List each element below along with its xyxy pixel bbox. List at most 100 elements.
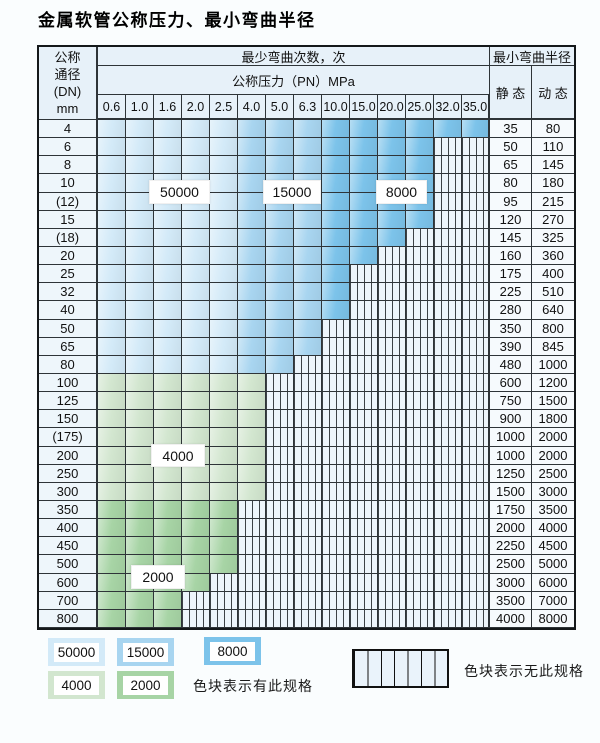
- cycle-cell-no-spec: [322, 573, 350, 592]
- cycle-cell-colored: [210, 373, 238, 393]
- cycle-cell-no-spec: [462, 228, 490, 247]
- cycle-cell-colored: [406, 120, 434, 139]
- dynamic-radius-cell: 1200: [532, 373, 574, 393]
- cycle-cell-colored: [154, 246, 182, 266]
- dynamic-radius-cell: 145: [532, 156, 574, 175]
- min-bend-radius-header: 最小弯曲半径: [490, 47, 574, 66]
- cycle-cell-no-spec: [294, 428, 322, 447]
- cycle-cell-no-spec: [378, 337, 406, 356]
- dn-cell: 200: [39, 446, 98, 465]
- zone-label-15000: 15000: [263, 180, 321, 204]
- cycle-cell-colored: [238, 410, 266, 429]
- pressure-column-header: 1.6: [154, 95, 182, 120]
- cycle-cell-no-spec: [462, 446, 490, 465]
- cycle-cell-no-spec: [406, 392, 434, 411]
- dn-cell: 700: [39, 591, 98, 610]
- cycle-cell-no-spec: [182, 609, 210, 628]
- cycle-cell-colored: [266, 138, 294, 157]
- cycle-cell-colored: [238, 464, 266, 483]
- static-radius-cell: 1000: [490, 446, 532, 465]
- pressure-column-header: 25.0: [406, 95, 434, 120]
- cycle-cell-no-spec: [434, 464, 462, 483]
- cycle-cell-no-spec: [462, 355, 490, 374]
- cycle-cell-no-spec: [462, 337, 490, 356]
- dynamic-radius-cell: 845: [532, 337, 574, 356]
- cycle-cell-colored: [350, 192, 378, 211]
- bend-cycles-header: 最少弯曲次数，次: [98, 47, 490, 66]
- cycle-cell-no-spec: [406, 246, 434, 266]
- cycle-cell-no-spec: [434, 519, 462, 538]
- cycle-cell-colored: [182, 210, 210, 229]
- cycle-cell-colored: [350, 210, 378, 229]
- cycle-cell-no-spec: [182, 591, 210, 610]
- cycle-cell-no-spec: [350, 446, 378, 465]
- cycle-cell-colored: [182, 337, 210, 356]
- legend-swatch-label: 50000: [54, 642, 99, 662]
- dn-cell: 32: [39, 283, 98, 302]
- dn-cell: (175): [39, 428, 98, 447]
- cycle-cell-colored: [182, 519, 210, 538]
- cycle-cell-no-spec: [434, 373, 462, 393]
- cycle-cell-no-spec: [406, 301, 434, 320]
- cycle-cell-no-spec: [406, 609, 434, 628]
- cycle-cell-no-spec: [406, 283, 434, 302]
- cycle-cell-no-spec: [238, 591, 266, 610]
- cycle-cell-colored: [406, 210, 434, 229]
- cycle-cell-no-spec: [350, 428, 378, 447]
- cycle-cell-no-spec: [378, 319, 406, 338]
- cycle-cell-no-spec: [378, 500, 406, 520]
- cycle-cell-colored: [182, 156, 210, 175]
- cycle-cell-no-spec: [266, 392, 294, 411]
- cycle-cell-no-spec: [378, 428, 406, 447]
- cycle-cell-no-spec: [434, 337, 462, 356]
- cycle-cell-colored: [266, 355, 294, 374]
- cycle-cell-no-spec: [378, 482, 406, 501]
- cycle-cell-no-spec: [294, 355, 322, 374]
- cycle-cell-colored: [126, 174, 154, 193]
- cycle-cell-colored: [154, 609, 182, 628]
- dn-cell: 350: [39, 500, 98, 520]
- cycle-cell-no-spec: [406, 373, 434, 393]
- dynamic-radius-cell: 510: [532, 283, 574, 302]
- pressure-column-header: 0.6: [98, 95, 126, 120]
- static-radius-cell: 750: [490, 392, 532, 411]
- cycle-cell-no-spec: [434, 555, 462, 574]
- cycle-cell-colored: [294, 246, 322, 266]
- cycle-cell-no-spec: [406, 265, 434, 284]
- static-radius-cell: 480: [490, 355, 532, 374]
- cycle-cell-colored: [266, 319, 294, 338]
- cycle-cell-no-spec: [294, 482, 322, 501]
- cycle-cell-no-spec: [294, 519, 322, 538]
- cycle-cell-no-spec: [350, 319, 378, 338]
- static-radius-cell: 390: [490, 337, 532, 356]
- legend-swatch-label: 4000: [54, 675, 99, 695]
- cycle-cell-no-spec: [434, 210, 462, 229]
- cycle-cell-colored: [350, 246, 378, 266]
- cycle-cell-no-spec: [434, 156, 462, 175]
- cycle-cell-colored: [294, 228, 322, 247]
- cycle-cell-colored: [154, 283, 182, 302]
- cycle-cell-colored: [210, 519, 238, 538]
- cycle-cell-colored: [210, 174, 238, 193]
- cycle-cell-no-spec: [294, 591, 322, 610]
- dynamic-radius-cell: 180: [532, 174, 574, 193]
- cycle-cell-colored: [406, 138, 434, 157]
- cycle-cell-no-spec: [462, 319, 490, 338]
- cycle-cell-no-spec: [350, 283, 378, 302]
- static-radius-cell: 2000: [490, 519, 532, 538]
- cycle-cell-colored: [210, 228, 238, 247]
- cycle-cell-no-spec: [434, 283, 462, 302]
- cycle-cell-colored: [238, 120, 266, 139]
- cycle-cell-colored: [182, 301, 210, 320]
- cycle-cell-colored: [154, 156, 182, 175]
- cycle-cell-colored: [266, 228, 294, 247]
- legend-swatch-label: 8000: [210, 641, 255, 661]
- cycle-cell-no-spec: [406, 500, 434, 520]
- cycle-cell-no-spec: [406, 428, 434, 447]
- dynamic-radius-cell: 110: [532, 138, 574, 157]
- cycle-cell-no-spec: [462, 519, 490, 538]
- static-radius-cell: 900: [490, 410, 532, 429]
- dn-column-header: 公称 通径 (DN) mm: [39, 47, 98, 120]
- cycle-cell-no-spec: [322, 519, 350, 538]
- cycle-cell-colored: [238, 373, 266, 393]
